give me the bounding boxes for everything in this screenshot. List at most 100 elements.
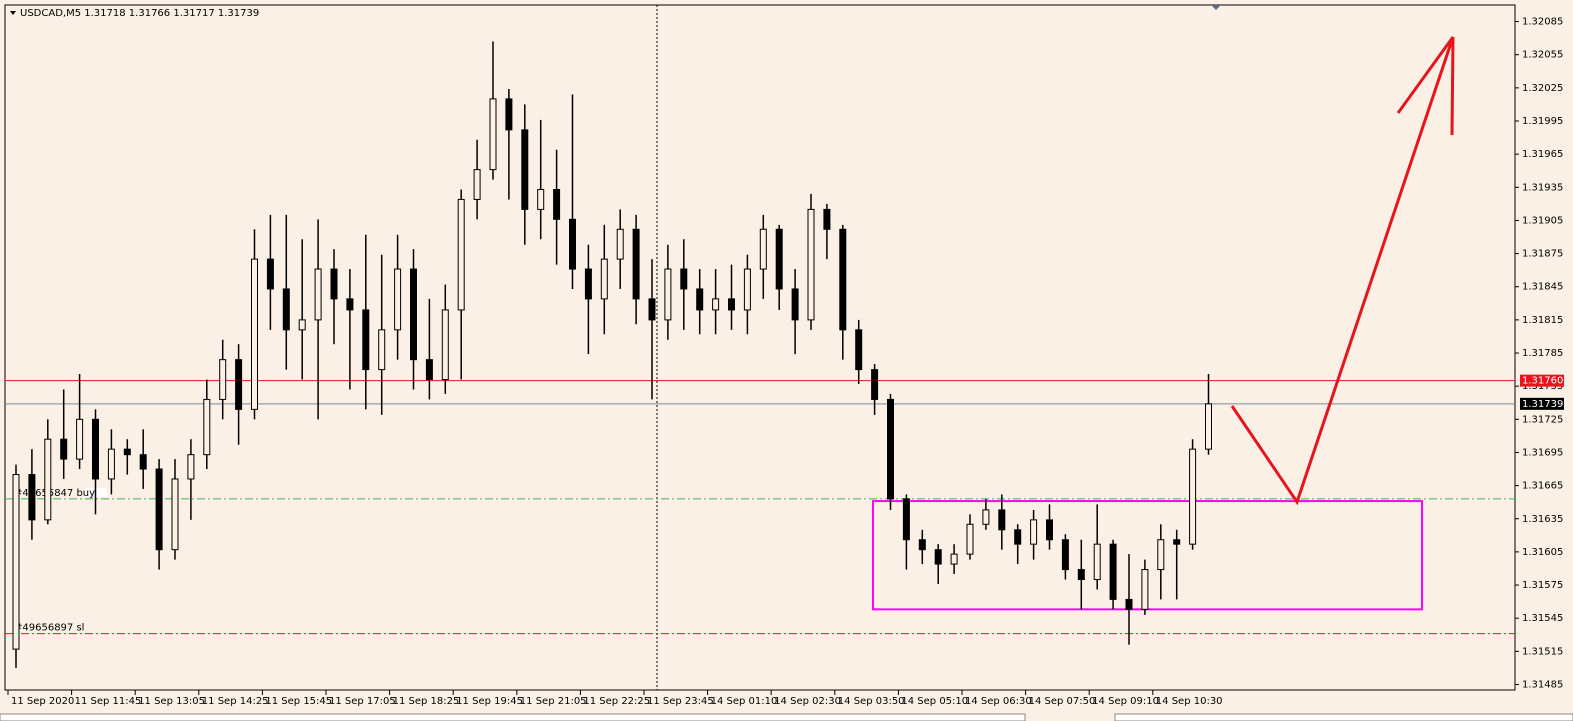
- y-tick-label: 1.31605: [1522, 547, 1563, 558]
- x-tick-label: 11 Sep 14:25: [202, 696, 269, 707]
- scrollbar[interactable]: [1114, 713, 1573, 721]
- candle-body: [775, 228, 783, 290]
- candle-body: [1173, 539, 1181, 545]
- y-tick-label: 1.31935: [1522, 182, 1563, 193]
- candle-body: [807, 208, 815, 321]
- x-tick-label: 11 Sep 22:25: [583, 696, 650, 707]
- order-label: #49655847 buy: [14, 488, 95, 499]
- candle-body: [123, 448, 131, 456]
- y-tick-label: 1.31515: [1522, 646, 1563, 657]
- candle-body: [298, 319, 306, 331]
- candle-body: [855, 329, 863, 371]
- candle-body: [44, 438, 52, 521]
- candle-body: [1157, 539, 1165, 571]
- candle-body: [203, 398, 211, 456]
- candle-body: [362, 309, 370, 371]
- header-value: 1.31718: [84, 8, 125, 19]
- candle-body: [441, 309, 449, 381]
- x-tick-label: 14 Sep 10:30: [1156, 696, 1223, 707]
- candle-body: [680, 268, 688, 290]
- x-tick-label: 11 Sep 15:45: [265, 696, 332, 707]
- candle-body: [664, 268, 672, 321]
- drawing: [1230, 36, 1455, 506]
- header-arrow: [10, 11, 16, 15]
- candle-body: [330, 268, 338, 300]
- header-value: 1.31739: [218, 8, 259, 19]
- header-value: 1.31717: [173, 8, 214, 19]
- x-tick-label: 11 Sep 21:05: [520, 696, 587, 707]
- bid-label: 1.31739: [1522, 399, 1563, 410]
- forecast-arrow: [1230, 36, 1455, 506]
- y-tick-label: 1.32025: [1522, 83, 1563, 94]
- candle-body: [823, 208, 831, 230]
- candle-body: [871, 369, 879, 400]
- candle-body: [1030, 519, 1038, 545]
- candle-body: [473, 169, 481, 200]
- y-tick-label: 1.31815: [1522, 315, 1563, 326]
- candle-body: [28, 474, 36, 521]
- candle-body: [648, 298, 656, 321]
- x-tick-label: 14 Sep 07:50: [1029, 696, 1096, 707]
- candle-body: [791, 288, 799, 321]
- candle-body: [282, 288, 290, 331]
- candle-body: [998, 509, 1006, 531]
- arrow-head: [1450, 36, 1455, 136]
- candle-body: [107, 448, 115, 480]
- y-tick-label: 1.31545: [1522, 613, 1563, 624]
- candle-body: [521, 129, 529, 210]
- candle-body: [60, 438, 68, 460]
- x-tick-label: 11 Sep 18:25: [393, 696, 460, 707]
- y-tick-label: 1.31905: [1522, 215, 1563, 226]
- ask-label: 1.31760: [1522, 376, 1563, 387]
- candle-body: [759, 228, 767, 270]
- candle-body: [950, 553, 958, 565]
- candle-body: [187, 454, 195, 480]
- candle-body: [394, 268, 402, 331]
- candle-body: [76, 418, 84, 460]
- x-tick-label: 11 Sep 17:05: [329, 696, 396, 707]
- plot-frame: [4, 4, 1516, 691]
- candle-body: [1046, 519, 1053, 541]
- header-value: 1.31766: [129, 8, 170, 19]
- x-tick-label: 14 Sep 01:10: [711, 696, 778, 707]
- candle-body: [457, 198, 465, 311]
- candle-body: [696, 288, 704, 311]
- candle-body: [600, 258, 608, 300]
- candle-body: [918, 539, 926, 551]
- candle-body: [1077, 569, 1085, 581]
- candle-body: [314, 268, 322, 321]
- candle-body: [902, 498, 910, 541]
- x-tick-label: 14 Sep 05:10: [901, 696, 968, 707]
- x-tick-label: 11 Sep 13:05: [138, 696, 205, 707]
- y-tick-label: 1.31875: [1522, 249, 1563, 260]
- y-tick-label: 1.31755: [1522, 381, 1563, 392]
- y-tick-label: 1.31635: [1522, 514, 1563, 525]
- candle-body: [712, 298, 720, 311]
- candle-body: [1109, 543, 1117, 600]
- candle-body: [728, 298, 735, 311]
- candle-body: [489, 98, 497, 171]
- candle-body: [1125, 598, 1133, 610]
- arrow-head: [1396, 36, 1455, 114]
- candle-body: [537, 189, 545, 210]
- candle-body: [235, 359, 243, 410]
- y-tick-label: 1.31995: [1522, 116, 1563, 127]
- x-tick-label: 14 Sep 09:10: [1092, 696, 1159, 707]
- scrollbar[interactable]: [0, 713, 1026, 721]
- candle-body: [1189, 448, 1197, 545]
- candle-body: [1061, 539, 1069, 571]
- candle-body: [553, 189, 561, 220]
- candle-body: [1205, 403, 1212, 450]
- y-tick-label: 1.31845: [1522, 282, 1563, 293]
- candle-body: [155, 468, 163, 551]
- candle-body: [12, 474, 20, 650]
- y-tick-label: 1.32055: [1522, 50, 1563, 61]
- x-tick-label: 14 Sep 02:30: [774, 696, 841, 707]
- candle-body: [1093, 543, 1101, 581]
- x-tick-label: 11 Sep 23:45: [647, 696, 714, 707]
- y-tick-label: 1.31965: [1522, 149, 1563, 160]
- candle-body: [743, 268, 751, 311]
- candle-body: [266, 258, 274, 290]
- candle-body: [934, 549, 942, 565]
